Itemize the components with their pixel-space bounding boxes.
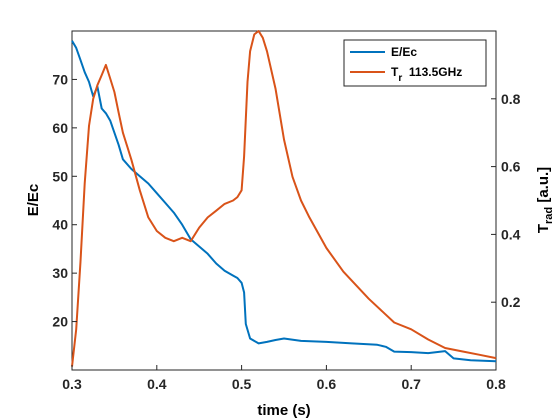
y-right-tick-label: 0.6 [501, 159, 521, 175]
x-tick-label: 0.3 [62, 376, 82, 392]
legend-label-tr: Tr 113.5GHz [391, 65, 462, 84]
y-left-tick-label: 20 [52, 314, 68, 330]
y-left-axis-title: E/Ec [25, 184, 42, 217]
x-tick-label: 0.4 [147, 376, 167, 392]
y-right-tick-label: 0.4 [501, 226, 521, 242]
x-tick-label: 0.6 [317, 376, 337, 392]
y-left-tick-label: 70 [52, 71, 68, 87]
y-left-tick-label: 60 [52, 120, 68, 136]
legend-label-e-ec: E/Ec [391, 45, 417, 59]
y-right-axis-title: Trad [a.u.] [535, 167, 555, 233]
series-line-tr [71, 30, 497, 367]
y-right-tick-label: 0.8 [501, 91, 521, 107]
y-right-tick-label: 0.2 [501, 294, 521, 310]
y-left-tick-label: 40 [52, 217, 68, 233]
x-tick-label: 0.8 [486, 376, 506, 392]
y-left-tick-label: 50 [52, 168, 68, 184]
y-left-tick-label: 30 [52, 265, 68, 281]
legend: E/Ec Tr 113.5GHz [343, 39, 487, 87]
series-line-e-ec [71, 40, 497, 363]
x-axis-title: time (s) [257, 402, 310, 419]
x-tick-label: 0.5 [232, 376, 252, 392]
legend-box [343, 39, 487, 87]
x-tick-label: 0.7 [401, 376, 421, 392]
